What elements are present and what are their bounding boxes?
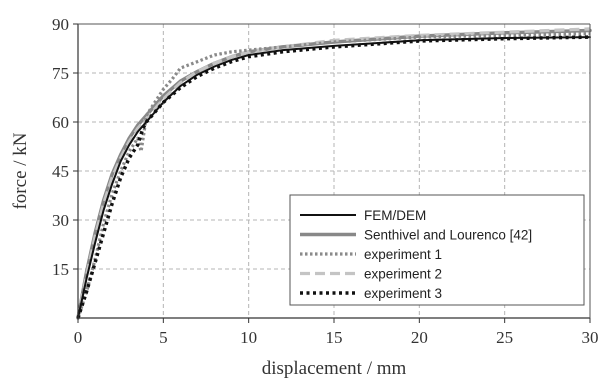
y-tick-label: 30 [52,211,69,230]
y-tick-label: 90 [52,15,69,34]
x-tick-label: 5 [159,328,168,347]
legend-label: experiment 1 [364,247,442,262]
y-axis-title: force / kN [10,132,31,209]
y-tick-label: 45 [52,162,69,181]
series-layer [76,27,592,320]
x-tick-label: 20 [411,328,428,347]
x-tick-label: 25 [496,328,513,347]
series-line-3 [76,32,591,319]
legend-label: Senthivel and Lourenco [42] [364,228,532,243]
x-tick-label: 30 [582,328,599,347]
y-tick-label: 15 [52,260,69,279]
legend: FEM/DEM Senthivel and Lourenco [42] experi… [289,194,585,306]
legend-label: experiment 2 [364,267,442,282]
x-tick-label: 10 [240,328,257,347]
y-ticks: 15 30 45 60 75 90 [52,15,78,279]
series-line-1 [77,36,591,319]
x-ticks: 0 5 10 15 20 25 30 [74,318,599,347]
x-axis-title: displacement / mm [262,358,407,379]
x-tick-label: 15 [326,328,343,347]
legend-label: experiment 3 [364,286,442,301]
x-tick-label: 0 [74,328,83,347]
series-line-4 [76,27,591,319]
legend-items: FEM/DEM Senthivel and Lourenco [42] experi… [300,208,532,301]
y-tick-label: 60 [52,113,69,132]
legend-label: FEM/DEM [364,208,426,223]
y-tick-label: 75 [52,64,69,83]
legend-box [289,194,585,306]
